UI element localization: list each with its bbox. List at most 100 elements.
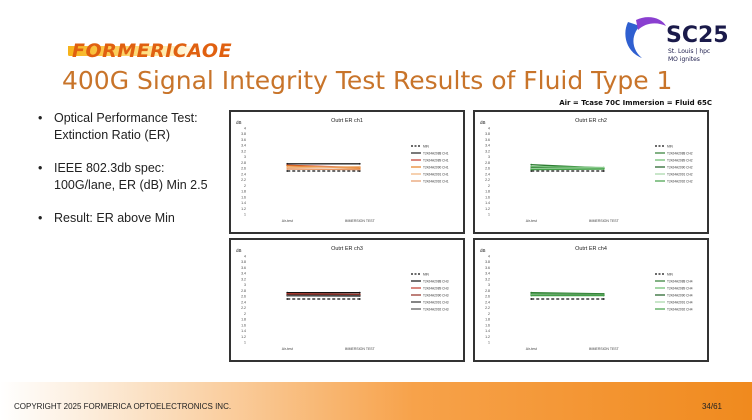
test-conditions: Air = Tcase 70C Immersion = Fluid 65C	[559, 99, 712, 107]
data-point	[286, 164, 289, 167]
y-tick-label: 2.2	[241, 306, 246, 310]
page-number: 34/61	[701, 402, 722, 411]
data-point	[358, 295, 361, 298]
y-tick-label: 3.8	[485, 132, 490, 136]
y-tick-label: 1.6	[485, 323, 490, 327]
bullet-dot: •	[38, 211, 43, 225]
y-tick-label: 2.6	[241, 295, 246, 299]
slide-title: 400G Signal Integrity Test Results of Fl…	[62, 66, 673, 95]
data-point	[602, 298, 605, 300]
data-point	[530, 165, 533, 168]
x-tick-label: IMMERSION TEST	[345, 347, 376, 351]
legend-entry: T2424A2091 CH2	[667, 172, 693, 176]
y-tick-label: 2.4	[241, 300, 246, 304]
y-tick-label: 3.4	[485, 144, 490, 148]
bullet-item: • IEEE 802.3db spec: 100G/lane, ER (dB) …	[38, 160, 228, 194]
y-tick-label: 3.2	[241, 277, 246, 281]
bullet-line: Optical Performance Test:	[54, 111, 198, 125]
legend-entry: T2424A2089 CH2	[667, 158, 693, 162]
y-tick-label: 1	[244, 213, 246, 217]
y-tick-label: 2.8	[485, 289, 490, 293]
legend-entry: T2424A2092 CH2	[667, 179, 693, 183]
y-tick-label: 1.2	[485, 335, 490, 339]
sc25-logo: SC25 St. Louis | hpc MO ignites	[625, 17, 729, 63]
y-tick-label: 2.8	[485, 161, 490, 165]
bullet-line: 100G/lane, ER (dB) Min 2.5	[54, 178, 208, 192]
bullet-item: • Optical Performance Test: Extinction R…	[38, 110, 228, 144]
y-tick-label: 2.6	[241, 167, 246, 171]
y-tick-label: 1.6	[241, 323, 246, 327]
y-tick-label: 3.4	[241, 272, 246, 276]
y-tick-label: 2.4	[485, 172, 490, 176]
y-tick-label: 2.2	[241, 178, 246, 182]
data-point	[286, 298, 289, 300]
y-tick-label: 3.6	[485, 138, 490, 142]
y-tick-label: 1.4	[241, 201, 246, 205]
bullet-item: • Result: ER above Min	[38, 210, 228, 227]
y-tick-label: 1.4	[485, 329, 490, 333]
legend-entry: T2424A2092 CH4	[667, 307, 693, 311]
data-point	[358, 167, 361, 170]
y-tick-label: 1.2	[241, 335, 246, 339]
series-line	[531, 166, 604, 169]
legend-entry: T2424A2090 CH2	[667, 165, 693, 169]
y-tick-label: 3.2	[485, 277, 490, 281]
y-tick-label: 3.4	[241, 144, 246, 148]
y-tick-label: 2.4	[241, 172, 246, 176]
y-tick-label: 2.8	[241, 289, 246, 293]
y-tick-label: 2.2	[485, 178, 490, 182]
data-point	[530, 294, 533, 297]
y-tick-label: 1.8	[241, 190, 246, 194]
y-tick-label: 2	[244, 312, 246, 316]
y-tick-label: 1	[488, 341, 490, 345]
sc25-name: SC25	[666, 23, 729, 48]
y-tick-label: 2.2	[485, 306, 490, 310]
y-tick-label: 1.6	[485, 195, 490, 199]
y-tick-label: 2	[488, 312, 490, 316]
legend-entry: MIN	[667, 144, 674, 148]
chart-panel-ch4: Outrt ER ch4 dB 4 3.8 3.6 3.4 3.2 3 2.8 2.6 2.4 2.2…	[473, 238, 709, 362]
bullet-dot: •	[38, 111, 43, 125]
footer-band	[0, 382, 752, 420]
y-tick-label: 2.6	[485, 295, 490, 299]
x-tick-label: Air-test	[282, 219, 293, 223]
bullet-line: IEEE 802.3db spec:	[54, 161, 165, 175]
bullet-line: Extinction Ratio (ER)	[54, 128, 171, 142]
legend-entry: T2424A2091 CH1	[423, 172, 449, 176]
y-tick-label: 3	[488, 155, 490, 159]
y-tick-label: 4	[244, 127, 246, 131]
y-tick-label: 2	[244, 184, 246, 188]
y-axis-label: dB	[236, 248, 242, 253]
y-tick-label: 2.6	[485, 167, 490, 171]
bullet-line: Result: ER above Min	[54, 211, 175, 225]
legend-entry: MIN	[423, 272, 430, 276]
data-point	[358, 170, 361, 172]
y-tick-label: 3.8	[485, 260, 490, 264]
y-axis-label: dB	[480, 248, 486, 253]
chart-title: Outrt ER ch1	[331, 118, 363, 124]
y-tick-label: 3	[244, 283, 246, 287]
data-point	[358, 291, 361, 294]
y-tick-label: 1.2	[241, 207, 246, 211]
y-tick-label: 4	[488, 127, 490, 131]
x-tick-label: IMMERSION TEST	[589, 219, 620, 223]
x-tick-label: Air-test	[526, 219, 537, 223]
y-tick-label: 1.8	[241, 318, 246, 322]
series-line	[287, 166, 360, 169]
copyright-text: COPYRIGHT 2025 FORMERICA OPTOELECTRONICS…	[14, 402, 232, 411]
chart-panel-ch2: Outrt ER ch2 dB 4 3.8 3.6 3.4 3.2 3 2.8 2.6 2.4 2.2…	[473, 110, 709, 234]
data-point	[530, 168, 533, 171]
y-tick-label: 1	[244, 341, 246, 345]
x-tick-label: Air-test	[526, 347, 537, 351]
data-point	[286, 162, 289, 165]
chart-title: Outrt ER ch2	[575, 118, 607, 124]
legend-entry: T2424A2091 CH3	[423, 300, 449, 304]
sc25-sub1: St. Louis | hpc	[668, 48, 710, 55]
y-tick-label: 4	[488, 255, 490, 259]
data-point	[286, 294, 289, 297]
y-tick-label: 1.8	[485, 190, 490, 194]
data-point	[286, 166, 289, 169]
